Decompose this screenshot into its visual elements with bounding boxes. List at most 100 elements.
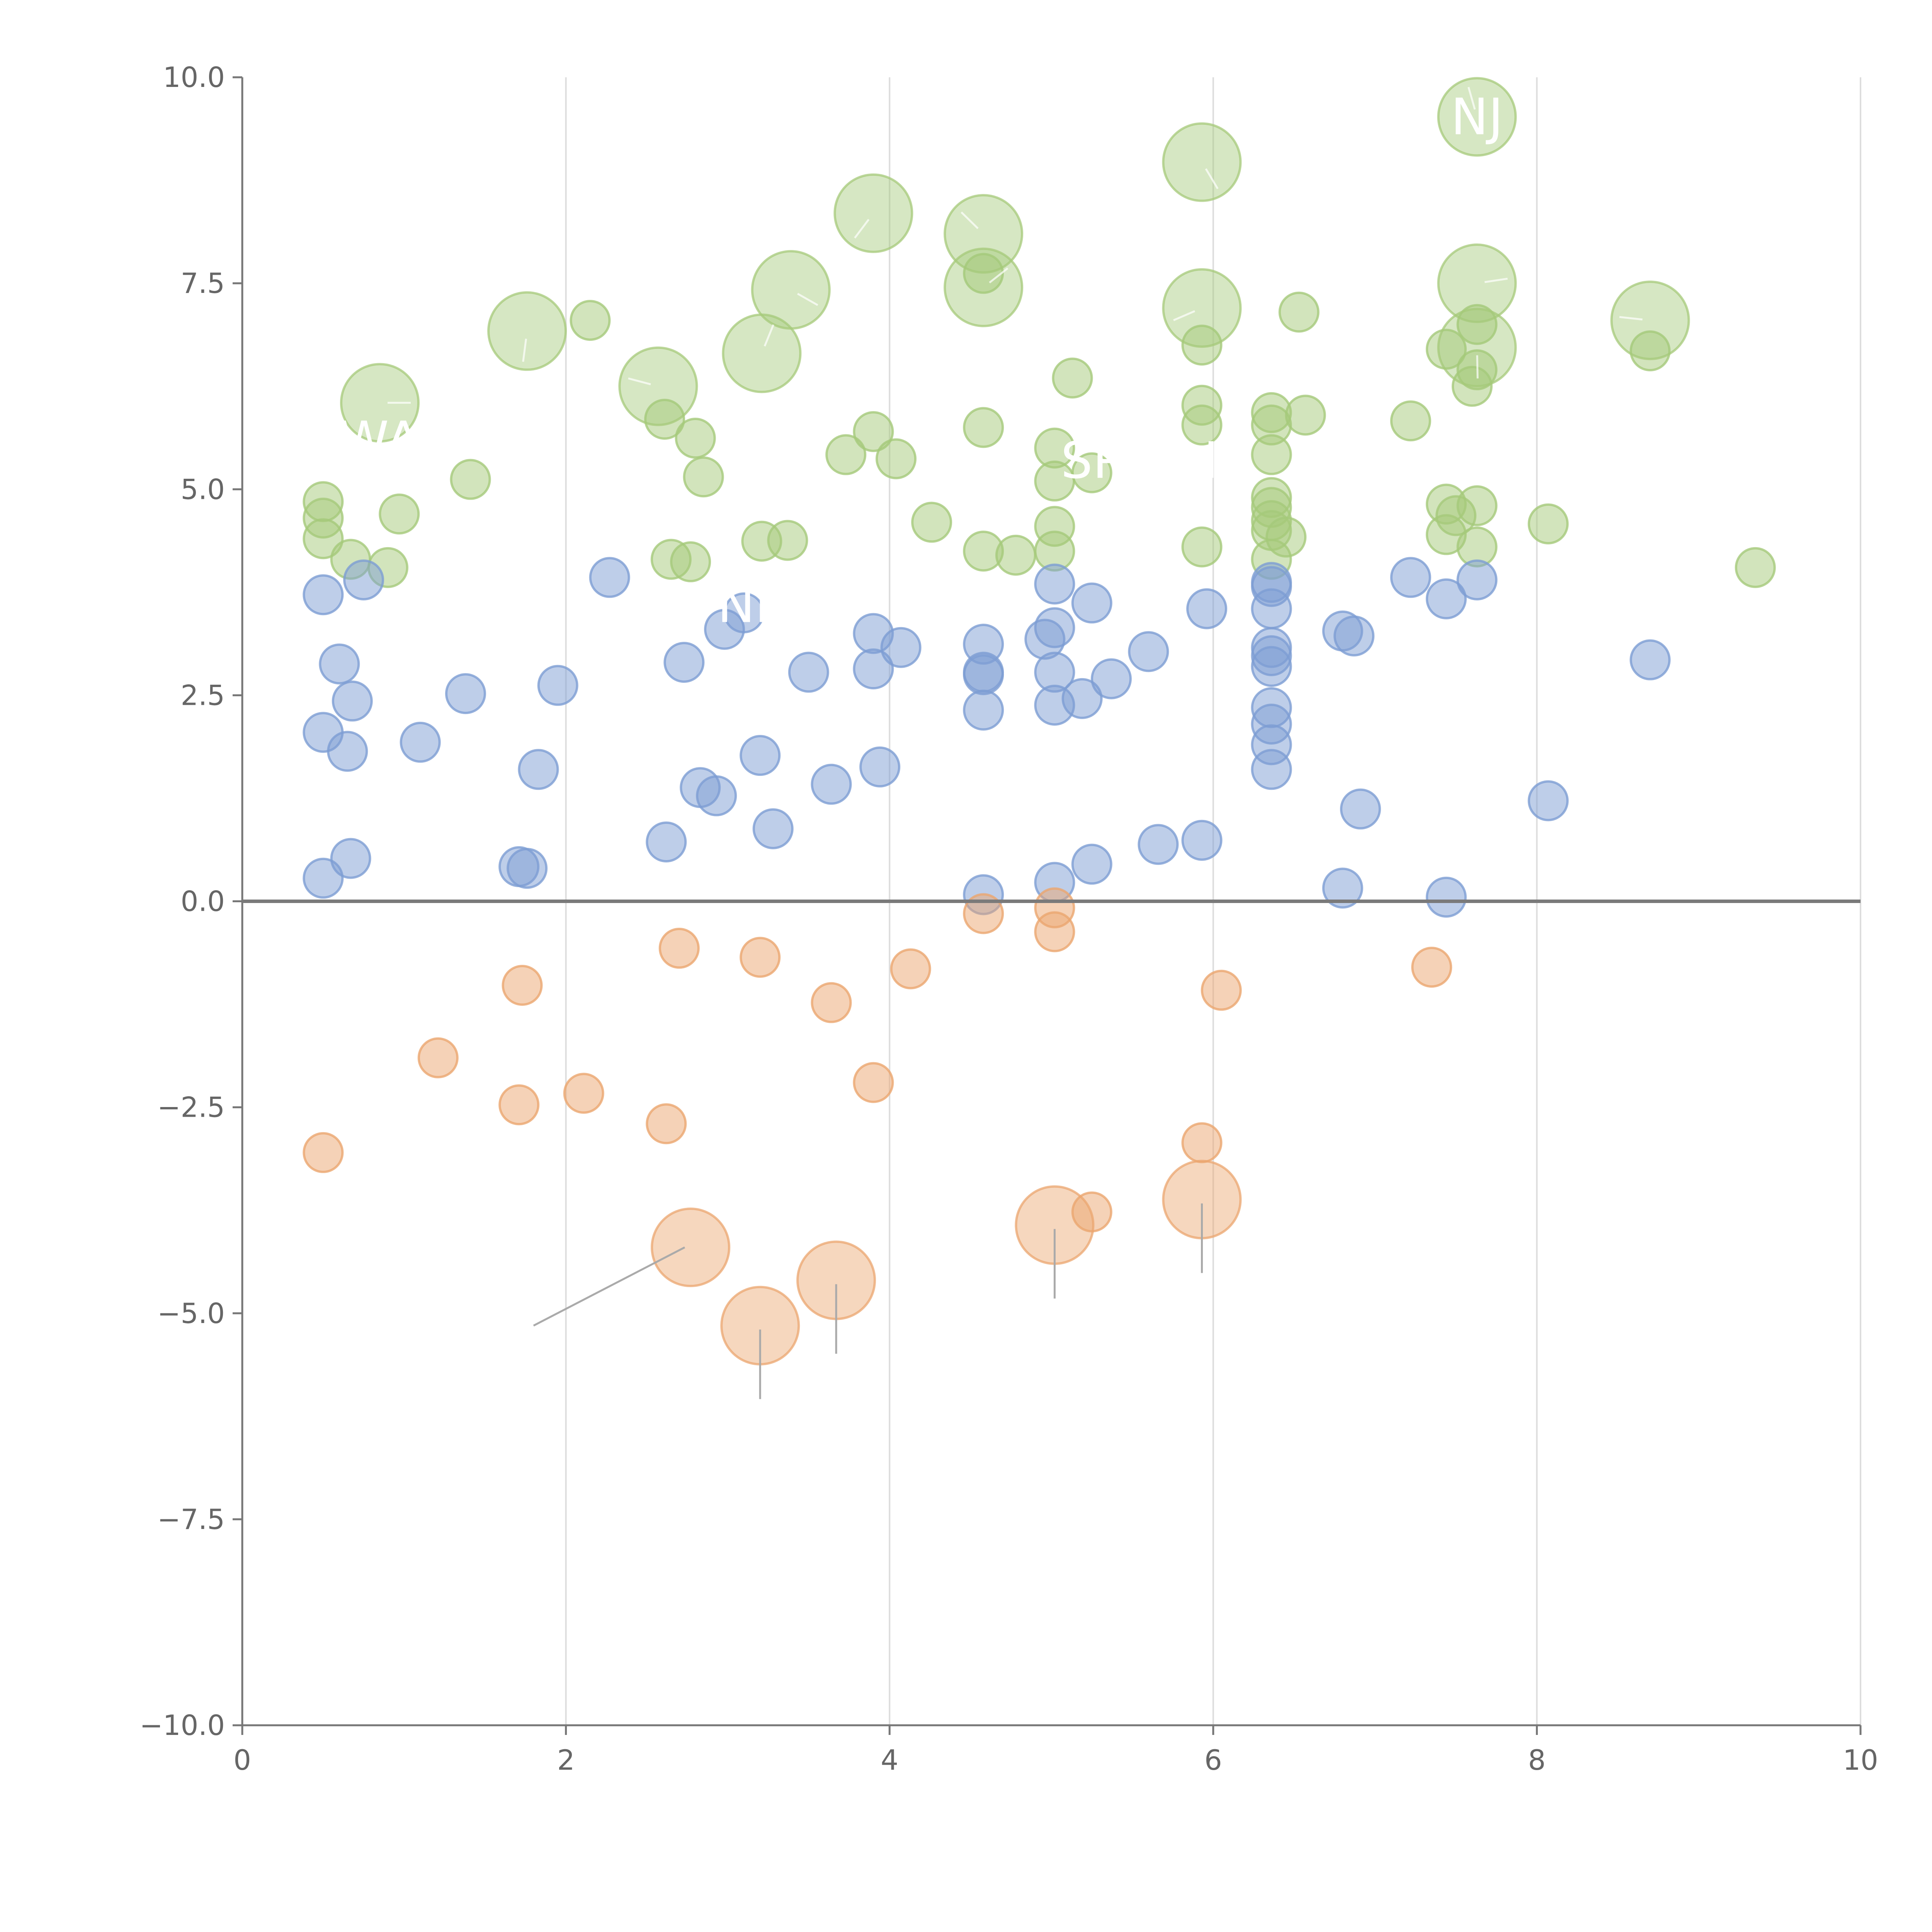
data-point-large [1162,122,1242,202]
data-point [303,518,344,560]
y-tick-label: −2.5 [157,1091,225,1124]
data-point [1034,607,1075,648]
data-point [1456,559,1498,600]
bubble-label: NJ [1451,87,1503,146]
data-point [1425,328,1467,370]
data-point [963,689,1004,731]
data-point [670,541,711,582]
data-point [400,721,441,763]
data-point [450,459,491,500]
data-point [1340,788,1381,830]
data-point [644,398,685,440]
x-tick-label: 4 [881,1744,898,1776]
data-point [963,654,1004,696]
x-tick-label: 6 [1204,1744,1222,1776]
leader-line [961,211,979,229]
data-point [825,434,867,475]
data-point [1411,947,1452,988]
data-point [646,821,687,862]
data-point [1527,780,1569,821]
data-point [880,627,922,668]
data-point [890,948,931,990]
data-point [1052,357,1093,399]
data-point [1251,434,1292,475]
data-point-large [340,363,420,443]
data-point [853,1062,894,1103]
data-point [859,746,901,787]
data-point [1071,452,1112,493]
data-point [683,456,724,498]
data-point [502,965,543,1006]
y-tick-label: 5.0 [180,473,225,505]
y-tick-label: 7.5 [180,267,225,299]
bubble-label: WA [339,410,420,469]
data-point [507,848,548,889]
data-point [537,665,578,706]
data-point [1181,526,1223,568]
data-point [995,534,1036,576]
bubble-labels: NJ SP LI WA NE [339,87,1503,634]
data-point [1181,404,1223,446]
data-point-large [751,250,831,330]
leader-line [764,324,774,347]
leader-line [854,219,870,239]
data-point [646,1103,687,1145]
leader-line [989,267,1009,284]
data-point [740,735,781,776]
y-tick-label: 0.0 [180,885,225,918]
data-point [963,407,1004,448]
bubble-label: SP [1061,431,1123,490]
leader-line [1484,277,1508,283]
data-point [1265,516,1307,558]
y-tick-label: 2.5 [180,679,225,711]
y-tick-label: −10.0 [139,1709,225,1742]
leader-line [522,338,527,362]
y-tick-label: −5.0 [157,1297,225,1330]
series-low [303,887,1452,1366]
x-tick-label: 2 [557,1744,575,1776]
data-point [1322,867,1363,909]
data-point [752,808,794,849]
data-point [696,775,737,816]
data-point [1527,503,1569,544]
data-point [1629,639,1671,680]
data-point [303,857,344,899]
leader-line [628,377,651,385]
data-point [740,937,781,978]
leader-line [1619,316,1643,321]
bubble-label: NE [718,575,787,634]
data-point [1425,876,1467,918]
data-point-large [618,346,698,426]
leader-line [1468,87,1476,110]
data-point [1128,631,1169,672]
data-point [330,838,371,879]
data-point [875,438,917,480]
series-mid [303,557,1671,918]
data-point [1251,646,1292,687]
data-point [589,557,630,598]
data-point [1456,304,1498,345]
data-point [767,520,808,561]
series-high [303,77,1776,588]
leader-line [533,1246,685,1327]
data-point [498,1084,540,1126]
data-point [1181,820,1223,861]
data-point [1061,678,1103,719]
data-point [445,673,486,714]
data-point [1181,325,1223,366]
axes: 10.0 7.5 5.0 2.5 0.0 −2.5 −5.0 −7.5 −10.00 2 4 6 8 10 [139,61,1878,1776]
data-point [1390,400,1431,442]
data-point-large [833,173,913,253]
data-point [319,643,360,685]
leader-lines [387,87,1643,1399]
data-point [1251,588,1292,629]
data-point [1333,615,1375,656]
data-point-large [1437,308,1517,388]
leader-line [797,293,818,306]
data-point [518,749,559,790]
data-point [1735,547,1776,588]
bubble-label: LI [1176,431,1219,490]
data-point-large [1437,77,1517,157]
data-point [332,680,373,722]
data-point-large [1162,268,1242,348]
